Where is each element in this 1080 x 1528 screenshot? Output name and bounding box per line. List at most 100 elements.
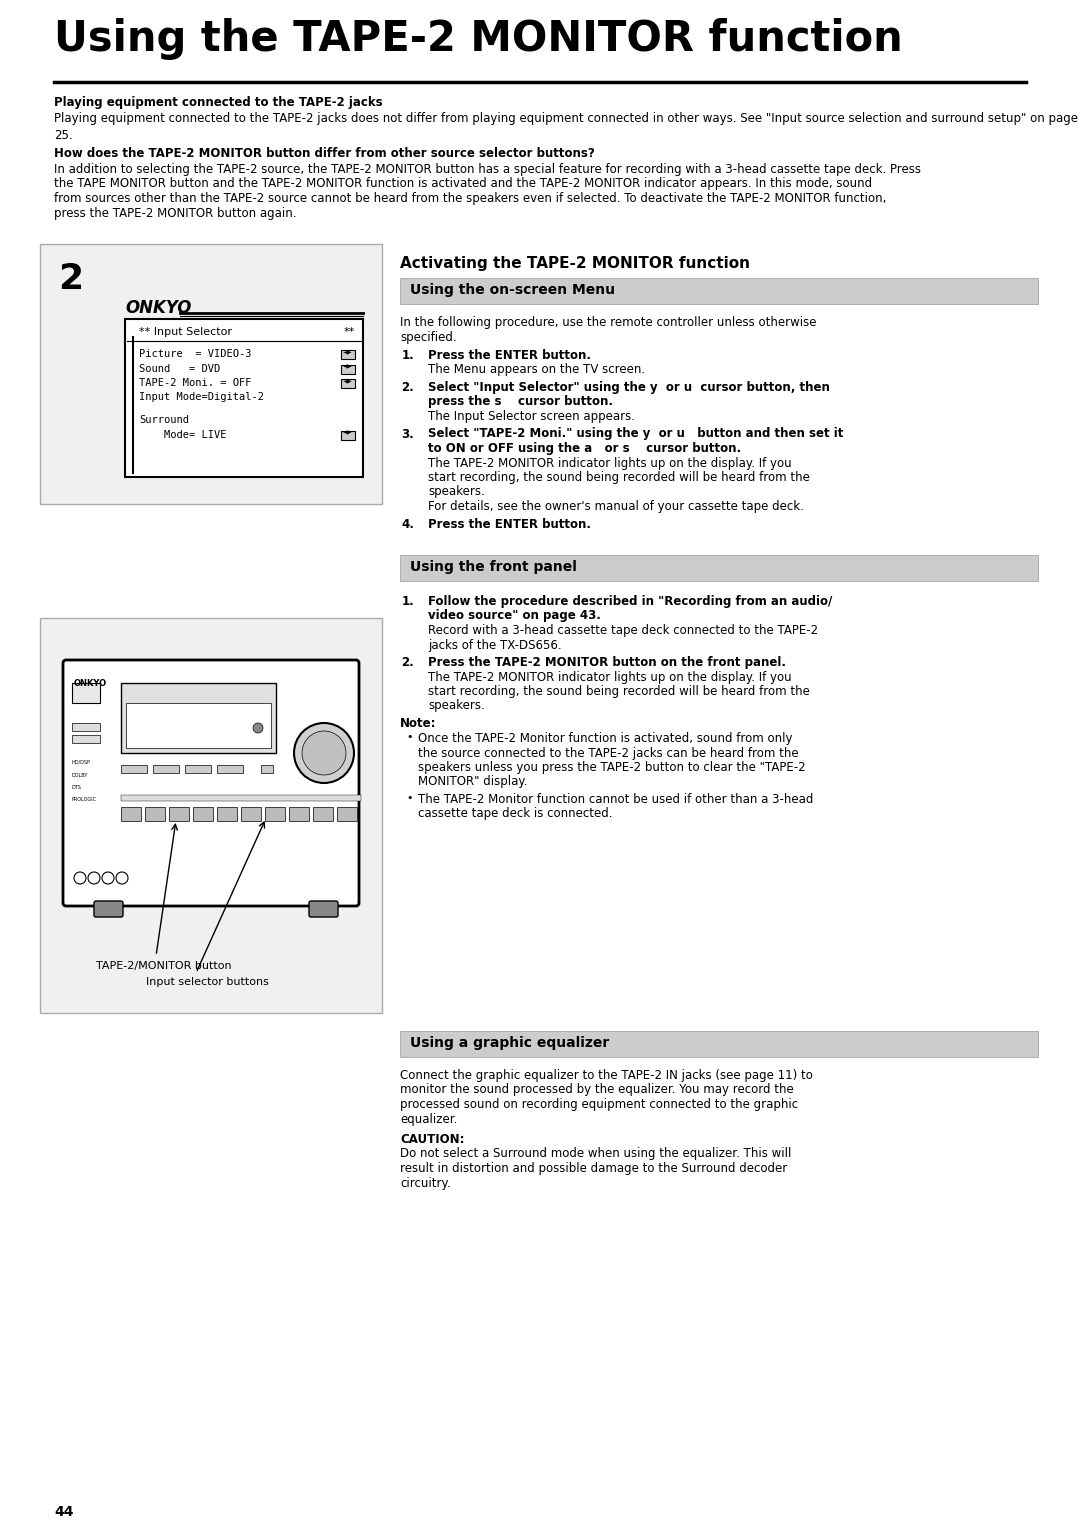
Text: Once the TAPE-2 Monitor function is activated, sound from only: Once the TAPE-2 Monitor function is acti… [418,732,793,746]
Text: 1.: 1. [402,594,414,608]
Bar [265,807,285,821]
Text: video source" on page 43.: video source" on page 43. [428,610,600,622]
Text: TAPE-2 Moni. = OFF: TAPE-2 Moni. = OFF [139,377,252,388]
Text: from sources other than the TAPE-2 source cannot be heard from the speakers even: from sources other than the TAPE-2 sourc… [54,193,887,205]
Text: •: • [406,732,413,743]
Text: Press the ENTER button.: Press the ENTER button. [428,348,591,362]
Text: Surround: Surround [139,416,189,425]
Text: Using the TAPE-2 MONITOR function: Using the TAPE-2 MONITOR function [54,18,903,60]
Text: Press the ENTER button.: Press the ENTER button. [428,518,591,530]
Text: press the s    cursor button.: press the s cursor button. [428,396,613,408]
Text: start recording, the sound being recorded will be heard from the: start recording, the sound being recorde… [428,685,810,698]
Text: speakers unless you press the TAPE-2 button to clear the "TAPE-2: speakers unless you press the TAPE-2 but… [418,761,806,775]
Text: 4.: 4. [401,518,414,530]
Bar [72,723,100,730]
Text: 2.: 2. [402,380,414,394]
Text: 2: 2 [58,261,83,296]
FancyBboxPatch shape [63,660,359,906]
Text: 3.: 3. [402,428,414,440]
Text: Do not select a Surround mode when using the equalizer. This will: Do not select a Surround mode when using… [400,1148,792,1160]
Text: 44: 44 [54,1505,73,1519]
Circle shape [302,730,346,775]
Bar [145,807,165,821]
Text: ◄▶: ◄▶ [343,365,353,370]
Text: DOLBY: DOLBY [72,773,89,778]
Text: Input selector buttons: Input selector buttons [146,976,269,987]
Circle shape [102,872,114,885]
Text: specified.: specified. [400,330,457,344]
Text: Mode= LIVE: Mode= LIVE [139,429,227,440]
Text: cassette tape deck is connected.: cassette tape deck is connected. [418,807,612,821]
Bar [40,244,382,504]
Text: CAUTION:: CAUTION: [400,1132,464,1146]
Text: Press the TAPE-2 MONITOR button on the front panel.: Press the TAPE-2 MONITOR button on the f… [428,656,786,669]
Bar [400,1031,1038,1057]
Text: ONKYO: ONKYO [75,678,107,688]
Text: MONITOR" display.: MONITOR" display. [418,776,527,788]
Bar [400,555,1038,581]
Circle shape [87,872,100,885]
Text: processed sound on recording equipment connected to the graphic: processed sound on recording equipment c… [400,1099,798,1111]
Text: Using a graphic equalizer: Using a graphic equalizer [410,1036,609,1050]
Text: Playing equipment connected to the TAPE-2 jacks does not differ from playing equ: Playing equipment connected to the TAPE-… [54,112,1078,142]
Text: ◄▶: ◄▶ [343,350,353,354]
Bar [121,807,141,821]
Text: 2.: 2. [402,656,414,669]
Text: Using the front panel: Using the front panel [410,559,577,575]
Text: How does the TAPE-2 MONITOR button differ from other source selector buttons?: How does the TAPE-2 MONITOR button diffe… [54,147,595,160]
Text: •: • [406,793,413,804]
Text: ◄▶: ◄▶ [343,431,353,435]
Bar [185,766,211,773]
Text: PROLOGIC: PROLOGIC [72,798,97,802]
Circle shape [116,872,129,885]
Text: The TAPE-2 MONITOR indicator lights up on the display. If you: The TAPE-2 MONITOR indicator lights up o… [428,457,792,469]
Bar [40,617,382,1013]
Text: Playing equipment connected to the TAPE-2 jacks: Playing equipment connected to the TAPE-… [54,96,382,108]
Bar [341,431,355,440]
Bar [313,807,333,821]
Text: jacks of the TX-DS656.: jacks of the TX-DS656. [428,639,562,651]
Text: Select "TAPE-2 Moni." using the y  or u   button and then set it: Select "TAPE-2 Moni." using the y or u b… [428,428,843,440]
Bar [400,278,1038,304]
Bar [341,365,355,373]
FancyBboxPatch shape [309,902,338,917]
Bar [121,795,361,801]
Text: Record with a 3-head cassette tape deck connected to the TAPE-2: Record with a 3-head cassette tape deck … [428,623,819,637]
Bar [121,683,276,753]
Text: result in distortion and possible damage to the Surround decoder: result in distortion and possible damage… [400,1161,787,1175]
Text: TAPE-2/MONITOR button: TAPE-2/MONITOR button [96,961,232,970]
Bar [289,807,309,821]
Circle shape [253,723,264,733]
Text: HD/DSP: HD/DSP [72,759,91,764]
Bar [341,350,355,359]
Text: Sound   = DVD: Sound = DVD [139,364,220,373]
Text: circuitry.: circuitry. [400,1177,450,1189]
Bar [193,807,213,821]
Bar [261,766,273,773]
Text: the TAPE MONITOR button and the TAPE-2 MONITOR function is activated and the TAP: the TAPE MONITOR button and the TAPE-2 M… [54,177,873,191]
Circle shape [294,723,354,782]
Text: DTS: DTS [72,785,82,790]
Text: For details, see the owner's manual of your cassette tape deck.: For details, see the owner's manual of y… [428,500,804,513]
Text: ONKYO: ONKYO [125,299,191,316]
Text: speakers.: speakers. [428,486,485,498]
Text: monitor the sound processed by the equalizer. You may record the: monitor the sound processed by the equal… [400,1083,794,1097]
Text: Follow the procedure described in "Recording from an audio/: Follow the procedure described in "Recor… [428,594,833,608]
Text: the source connected to the TAPE-2 jacks can be heard from the: the source connected to the TAPE-2 jacks… [418,747,798,759]
Text: Input Mode=Digital-2: Input Mode=Digital-2 [139,393,264,402]
Bar [121,766,147,773]
Bar [241,807,261,821]
Text: Picture  = VIDEO-3: Picture = VIDEO-3 [139,348,252,359]
Text: The TAPE-2 Monitor function cannot be used if other than a 3-head: The TAPE-2 Monitor function cannot be us… [418,793,813,805]
Text: Activating the TAPE-2 MONITOR function: Activating the TAPE-2 MONITOR function [400,257,750,270]
Bar [341,379,355,388]
Text: The TAPE-2 MONITOR indicator lights up on the display. If you: The TAPE-2 MONITOR indicator lights up o… [428,671,792,683]
Text: press the TAPE-2 MONITOR button again.: press the TAPE-2 MONITOR button again. [54,206,297,220]
Text: Using the on-screen Menu: Using the on-screen Menu [410,283,615,296]
Text: Select "Input Selector" using the y  or u  cursor button, then: Select "Input Selector" using the y or u… [428,380,829,394]
Text: 1.: 1. [402,348,414,362]
Bar [217,807,237,821]
Text: Note:: Note: [400,717,436,730]
Bar [125,319,363,477]
Bar [337,807,357,821]
